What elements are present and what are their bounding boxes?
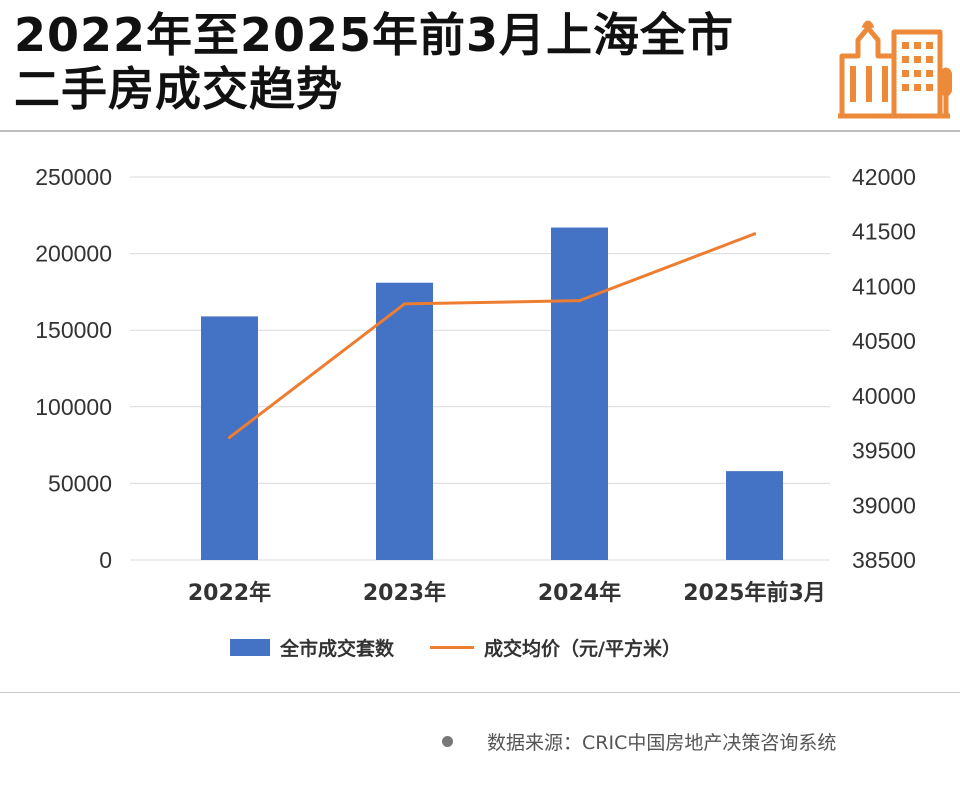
- chart-title-line-2: 二手房成交趋势: [14, 62, 343, 116]
- legend-swatch-line: [430, 646, 474, 649]
- avg-price-point-2025年前3月: [752, 232, 757, 236]
- x-tick-label: 2023年: [363, 580, 446, 606]
- y-left-tick-label: 150000: [35, 317, 112, 343]
- x-tick-label: 2025年前3月: [683, 580, 826, 606]
- city-buildings-icon: [838, 20, 952, 119]
- y-left-tick-label: 100000: [35, 394, 112, 420]
- y-right-tick-label: 41500: [852, 219, 916, 245]
- bullet-icon: [442, 736, 453, 747]
- chart-title-line-1: 2022年至2025年前3月上海全市: [14, 8, 735, 62]
- y-right-tick-label: 40000: [852, 383, 916, 409]
- source-text: 数据来源：CRIC中国房地产决策咨询系统: [487, 732, 837, 754]
- y-right-tick-label: 39500: [852, 438, 916, 464]
- legend-item-bar: 全市成交套数: [230, 634, 394, 661]
- y-right-tick-label: 41000: [852, 273, 916, 299]
- x-tick-label: 2022年: [188, 580, 271, 606]
- y-left-tick-label: 200000: [35, 241, 112, 267]
- title-divider: [0, 130, 960, 132]
- avg-price-line: [228, 232, 756, 439]
- legend-label-line: 成交均价（元/平方米）: [484, 638, 681, 660]
- y-right-tick-label: 40500: [852, 328, 916, 354]
- bar-2024年: [551, 227, 608, 560]
- y-right-tick-label: 39000: [852, 492, 916, 518]
- footer-divider: [0, 692, 960, 693]
- chart-legend: 全市成交套数 成交均价（元/平方米）: [0, 634, 960, 666]
- combo-chart: 0 50000 100000 150000 200000 250000 38500 39000…: [35, 164, 916, 606]
- x-tick-label: 2024年: [538, 580, 621, 606]
- legend-swatch-bar: [230, 639, 270, 656]
- legend-label-bar: 全市成交套数: [280, 638, 395, 660]
- y-right-tick-label: 42000: [852, 164, 916, 190]
- source-note: 数据来源：CRIC中国房地产决策咨询系统: [442, 728, 836, 755]
- chart-title: 2022年至2025年前3月上海全市 二手房成交趋势: [14, 8, 814, 116]
- bar-2023年: [376, 282, 433, 560]
- y-left-tick-label: 250000: [35, 164, 112, 190]
- y-left-tick-label: 50000: [48, 470, 112, 496]
- avg-price-point-2022年: [227, 435, 232, 440]
- y-left-tick-label: 0: [99, 547, 112, 573]
- bar-2025年前3月: [726, 471, 783, 560]
- legend-item-line: 成交均价（元/平方米）: [430, 634, 681, 661]
- avg-price-point-2024年: [577, 299, 582, 303]
- y-right-tick-label: 38500: [852, 547, 916, 573]
- avg-price-point-2023年: [402, 302, 407, 306]
